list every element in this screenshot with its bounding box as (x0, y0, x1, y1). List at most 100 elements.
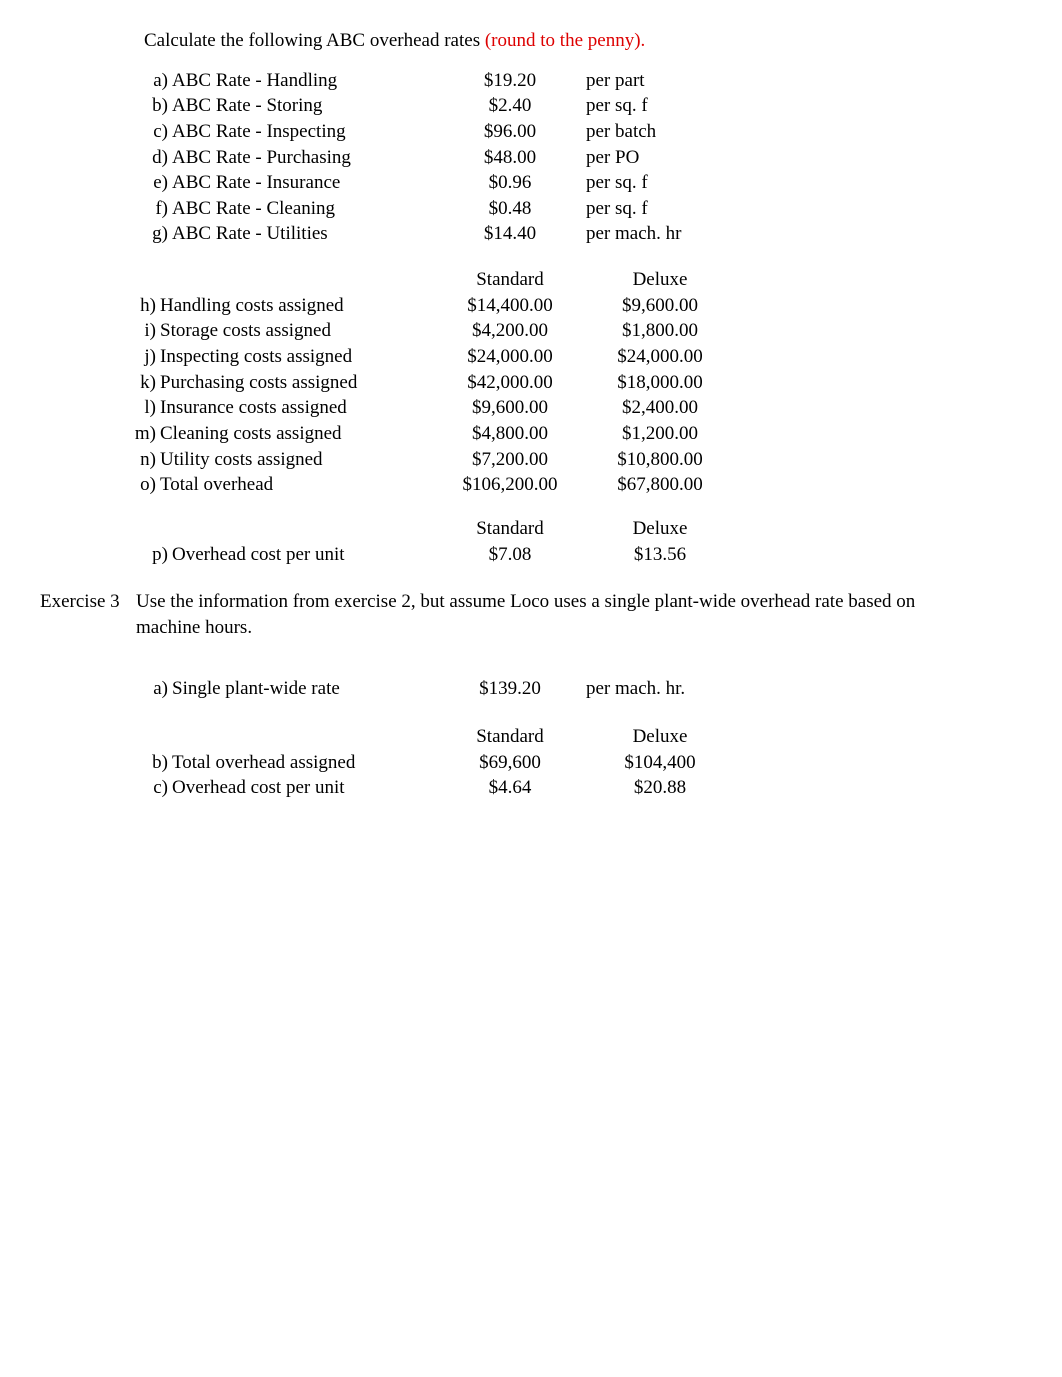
row-idx: a) (140, 68, 172, 94)
col-deluxe: Deluxe (580, 724, 740, 750)
col-standard: Standard (440, 516, 580, 542)
row-label: Total overhead (160, 472, 440, 498)
row-label: ABC Rate - Insurance (172, 170, 440, 196)
row-standard: $69,600 (440, 750, 580, 776)
row-standard: $24,000.00 (440, 344, 580, 370)
row-idx: h) (128, 293, 160, 319)
rates-section: a)ABC Rate - Handling $19.20 per part b)… (140, 68, 1022, 247)
row-idx: f) (140, 196, 172, 222)
col-deluxe: Deluxe (580, 516, 740, 542)
row-label: ABC Rate - Cleaning (172, 196, 440, 222)
assigned-row: m)Cleaning costs assigned $4,800.00 $1,2… (128, 421, 1022, 447)
row-standard: $42,000.00 (440, 370, 580, 396)
row-deluxe: $24,000.00 (580, 344, 740, 370)
row-deluxe: $9,600.00 (580, 293, 740, 319)
row-unit: per part (580, 68, 726, 94)
row-label: ABC Rate - Inspecting (172, 119, 440, 145)
row-deluxe: $104,400 (580, 750, 740, 776)
row-idx: k) (128, 370, 160, 396)
assigned-row: n)Utility costs assigned $7,200.00 $10,8… (128, 447, 1022, 473)
row-idx: b) (140, 93, 172, 119)
assigned-row: h)Handling costs assigned $14,400.00 $9,… (128, 293, 1022, 319)
exercise-3-heading: Exercise 3 Use the information from exer… (40, 589, 1022, 640)
assigned-row: i)Storage costs assigned $4,200.00 $1,80… (128, 318, 1022, 344)
row-standard: $4,800.00 (440, 421, 580, 447)
row-idx: a) (140, 676, 172, 702)
row-unit: per mach. hr. (580, 676, 726, 702)
per-unit-header: Standard Deluxe (140, 516, 1022, 542)
exercise-3-label: Exercise 3 (40, 589, 136, 640)
row-label: Single plant-wide rate (172, 676, 440, 702)
rate-row: f)ABC Rate - Cleaning $0.48 per sq. f (140, 196, 1022, 222)
instruction-note: (round to the penny). (480, 30, 645, 51)
rate-row: a)ABC Rate - Handling $19.20 per part (140, 68, 1022, 94)
row-label: ABC Rate - Storing (172, 93, 440, 119)
row-label: ABC Rate - Handling (172, 68, 440, 94)
row-deluxe: $1,200.00 (580, 421, 740, 447)
row-idx: p) (140, 542, 172, 568)
per-unit-row: p)Overhead cost per unit $7.08 $13.56 (140, 542, 1022, 568)
col-standard: Standard (440, 724, 580, 750)
row-value: $96.00 (440, 119, 580, 145)
row-value: $48.00 (440, 145, 580, 171)
instruction-plain: Calculate the following ABC overhead rat… (144, 30, 480, 51)
row-label: ABC Rate - Utilities (172, 221, 440, 247)
row-label: Purchasing costs assigned (160, 370, 440, 396)
row-value: $0.48 (440, 196, 580, 222)
row-label: Utility costs assigned (160, 447, 440, 473)
row-value: $2.40 (440, 93, 580, 119)
row-idx: g) (140, 221, 172, 247)
ex3-single-rate-section: a)Single plant-wide rate $139.20 per mac… (140, 676, 1022, 702)
row-deluxe: $18,000.00 (580, 370, 740, 396)
row-standard: $4,200.00 (440, 318, 580, 344)
assigned-row: o)Total overhead $106,200.00 $67,800.00 (128, 472, 1022, 498)
assigned-section: Standard Deluxe h)Handling costs assigne… (128, 267, 1022, 498)
row-idx: o) (128, 472, 160, 498)
row-idx: n) (128, 447, 160, 473)
assigned-row: k)Purchasing costs assigned $42,000.00 $… (128, 370, 1022, 396)
row-value: $14.40 (440, 221, 580, 247)
page: Calculate the following ABC overhead rat… (0, 0, 1062, 1377)
row-label: Insurance costs assigned (160, 395, 440, 421)
row-label: ABC Rate - Purchasing (172, 145, 440, 171)
instruction-line: Calculate the following ABC overhead rat… (144, 28, 1022, 54)
rate-row: c)ABC Rate - Inspecting $96.00 per batch (140, 119, 1022, 145)
row-standard: $9,600.00 (440, 395, 580, 421)
row-standard: $14,400.00 (440, 293, 580, 319)
row-value: $19.20 (440, 68, 580, 94)
assigned-row: l)Insurance costs assigned $9,600.00 $2,… (128, 395, 1022, 421)
row-label: Total overhead assigned (172, 750, 440, 776)
row-unit: per sq. f (580, 170, 726, 196)
row-idx: e) (140, 170, 172, 196)
row-standard: $7,200.00 (440, 447, 580, 473)
row-unit: per mach. hr (580, 221, 726, 247)
row-label: Inspecting costs assigned (160, 344, 440, 370)
row-deluxe: $20.88 (580, 775, 740, 801)
assigned-row: j)Inspecting costs assigned $24,000.00 $… (128, 344, 1022, 370)
rate-row: b)ABC Rate - Storing $2.40 per sq. f (140, 93, 1022, 119)
ex3-header: Standard Deluxe (140, 724, 1022, 750)
ex3-rate-row: a)Single plant-wide rate $139.20 per mac… (140, 676, 1022, 702)
row-standard: $4.64 (440, 775, 580, 801)
row-deluxe: $1,800.00 (580, 318, 740, 344)
row-idx: m) (128, 421, 160, 447)
row-idx: i) (128, 318, 160, 344)
row-label: Overhead cost per unit (172, 542, 440, 568)
col-standard: Standard (440, 267, 580, 293)
row-unit: per batch (580, 119, 726, 145)
row-standard: $7.08 (440, 542, 580, 568)
exercise-3-block: Exercise 3 Use the information from exer… (40, 589, 1022, 640)
row-deluxe: $2,400.00 (580, 395, 740, 421)
row-unit: per PO (580, 145, 726, 171)
row-value: $139.20 (440, 676, 580, 702)
row-label: Cleaning costs assigned (160, 421, 440, 447)
row-label: Handling costs assigned (160, 293, 440, 319)
per-unit-section: Standard Deluxe p)Overhead cost per unit… (140, 516, 1022, 567)
row-idx: b) (140, 750, 172, 776)
ex3-row: c)Overhead cost per unit $4.64 $20.88 (140, 775, 1022, 801)
row-unit: per sq. f (580, 196, 726, 222)
row-value: $0.96 (440, 170, 580, 196)
exercise-3-text: Use the information from exercise 2, but… (136, 589, 936, 640)
row-label: Overhead cost per unit (172, 775, 440, 801)
row-idx: c) (140, 119, 172, 145)
